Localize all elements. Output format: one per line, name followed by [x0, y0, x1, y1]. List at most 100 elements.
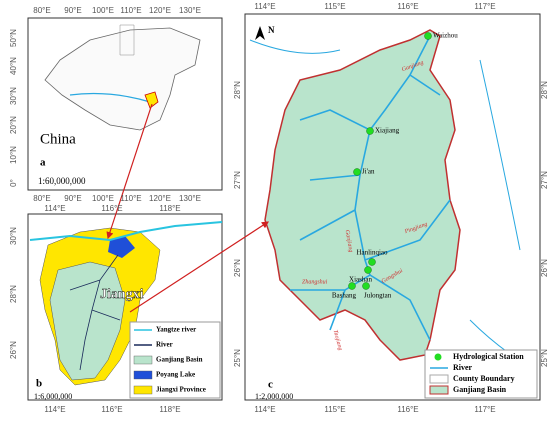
country-label: China [40, 131, 76, 147]
tick-label: 28°N [9, 285, 18, 303]
arrow [106, 103, 153, 240]
tick-label: 116°E [397, 405, 418, 414]
tick-label: 114°E [254, 405, 275, 414]
tick-label: 117°E [474, 2, 495, 11]
legend-label: Hydrological Station [453, 352, 524, 361]
panel-label: a [40, 157, 46, 169]
station [348, 282, 356, 290]
tick-label: 130°E [179, 194, 201, 203]
legend-label: River [156, 341, 173, 349]
legend-swatch [133, 385, 153, 395]
tick-label: 114°E [44, 405, 65, 414]
panel-label: c [268, 379, 273, 391]
tick-label: 117°E [474, 405, 495, 414]
legend-label: County Boundary [453, 374, 515, 383]
legend-swatch [133, 370, 153, 380]
river-label: Zhangshui [302, 279, 328, 285]
tick-label: 116°E [397, 2, 418, 11]
poyang-lake [108, 236, 135, 258]
scale-label: 1:60,000,000 [38, 176, 86, 186]
station-label: Hanlinqiao [356, 249, 388, 257]
tick-label: 116°E [101, 204, 122, 213]
tick-label: 0° [9, 179, 18, 187]
arrow [129, 221, 270, 313]
tick-label: 116°E [101, 405, 122, 414]
tick-label: 80°E [33, 6, 50, 15]
north-label: N [268, 25, 275, 35]
station-label: Xiajiang [375, 127, 400, 135]
tick-label: 10°N [9, 146, 18, 164]
legend-c: Hydrological Station River County Boundary… [424, 349, 538, 399]
tick-label: 26°N [233, 259, 242, 277]
tick-label: 30°N [9, 227, 18, 245]
tick-label: 115°E [324, 405, 345, 414]
station-label: Ji'an [362, 168, 375, 176]
north-arrow [255, 26, 265, 40]
station [353, 168, 361, 176]
river [290, 35, 451, 341]
panel-label: b [36, 378, 42, 390]
tick-label: 26°N [9, 341, 18, 359]
legend-label: Yangtze river [156, 326, 196, 334]
station [364, 266, 372, 274]
tick-label: 28°N [540, 81, 549, 99]
station [424, 32, 432, 40]
tick-label: 30°N [9, 87, 18, 105]
tick-label: 27°N [233, 171, 242, 189]
river [69, 254, 121, 371]
tick-label: 114°E [44, 204, 65, 213]
river-label: Ganjiang [344, 230, 354, 253]
legend-label: Ganjiang Basin [453, 385, 507, 394]
yangtze-river [29, 221, 223, 242]
tick-label: 100°E [92, 194, 114, 203]
tick-label: 20°N [9, 116, 18, 134]
legend-swatch [429, 385, 449, 395]
tick-label: 118°E [159, 405, 180, 414]
china-outline [44, 27, 201, 131]
tick-label: 90°E [64, 6, 81, 15]
tick-label: 120°E [149, 194, 171, 203]
tick-label: 120°E [149, 6, 171, 15]
river [69, 92, 151, 103]
station-label: Bashang [332, 292, 357, 300]
tick-label: 40°N [9, 57, 18, 75]
tick-label: 25°N [233, 349, 242, 367]
tick-label: 100°E [92, 6, 114, 15]
tick-label: 130°E [179, 6, 201, 15]
station [366, 127, 374, 135]
legend-label: River [453, 363, 473, 372]
river-label: Taojiang [332, 329, 343, 351]
tick-label: 25°N [540, 349, 549, 367]
legend-label: Poyang Lake [156, 371, 195, 379]
ganjiang-basin [49, 261, 126, 381]
jiangxi-highlight [144, 91, 159, 109]
station-label: Julongtan [364, 292, 392, 300]
tick-label: 28°N [233, 81, 242, 99]
ganjiang-basin [264, 29, 461, 361]
station-label: Waizhou [433, 32, 458, 40]
tick-label: 118°E [159, 204, 180, 213]
legend-swatch [429, 374, 449, 384]
tick-label: 80°E [33, 194, 50, 203]
scale-label: 1:2,000,000 [255, 392, 293, 401]
tick-label: 115°E [324, 2, 345, 11]
legend-swatch [133, 355, 153, 365]
station [362, 282, 370, 290]
tick-label: 50°N [9, 29, 18, 47]
grid-box [119, 24, 135, 56]
province-label: Jiangxi [100, 287, 144, 302]
tick-label: 114°E [254, 2, 275, 11]
tick-label: 90°E [64, 194, 81, 203]
tick-label: 110°E [120, 6, 141, 15]
tick-label: 27°N [540, 171, 549, 189]
legend-label: Jiangxi Province [156, 386, 206, 394]
station-label: Xiashan [349, 276, 372, 284]
station [368, 258, 376, 266]
legend-swatch [434, 353, 442, 361]
legend-label: Ganjiang Basin [156, 356, 203, 364]
tick-label: 110°E [120, 194, 141, 203]
scale-label: 1:6,000,000 [34, 392, 72, 401]
tick-label: 26°N [540, 259, 549, 277]
legend-b: Yangtze river River Ganjiang Basin Poyang L… [129, 321, 221, 399]
